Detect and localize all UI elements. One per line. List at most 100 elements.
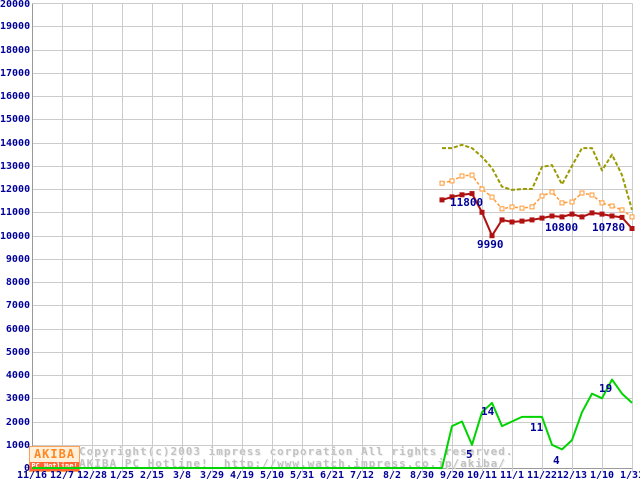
series-average-price-marker [599, 200, 605, 206]
chart-annotation: 5 [466, 448, 473, 461]
series-lowest-price-marker [449, 194, 455, 200]
series-lowest-price-marker [549, 213, 555, 219]
akiba-logo-title: AKIBA [33, 447, 76, 461]
series-average-price-marker [509, 204, 515, 210]
x-axis-label: 1/25 [109, 470, 135, 480]
series-average-price-marker [609, 203, 615, 209]
x-axis-label: 3/8 [172, 470, 192, 480]
y-axis-label: 16000 [0, 91, 31, 102]
series-average-price-marker [629, 214, 635, 220]
y-axis-label: 11000 [0, 207, 31, 219]
series-average-price-marker [459, 173, 465, 179]
series-average-price-marker [529, 204, 535, 210]
y-axis-label: 18000 [0, 44, 31, 56]
x-axis-label: 12/28 [76, 470, 108, 480]
series-highest-price-line [442, 143, 633, 211]
series-average-price-marker [469, 172, 475, 178]
series-average-price-marker [449, 178, 455, 184]
series-average-price-marker [519, 205, 525, 211]
copyright-line: Copyright(c)2003 impress corporation All… [79, 445, 514, 458]
series-lowest-price-marker [489, 233, 495, 239]
x-axis-label: 6/21 [319, 470, 345, 480]
y-axis-label: 9000 [5, 253, 30, 265]
x-axis-label: 12/13 [556, 470, 588, 480]
y-axis-label: 4000 [5, 370, 30, 381]
series-lowest-price-marker [519, 218, 525, 224]
y-axis-label: 17000 [0, 67, 31, 79]
series-shop-count-line [32, 378, 633, 469]
y-axis-label: 5000 [5, 346, 30, 358]
series-lowest-price-marker [529, 217, 535, 223]
x-axis-label: 1/31 [619, 470, 640, 480]
site-url-line: AKIBA PC Hotline! http://www.watch.impre… [79, 457, 506, 470]
y-axis-label: 1000 [5, 439, 30, 451]
series-average-price-marker [579, 190, 585, 196]
y-axis-label: 14000 [0, 137, 31, 149]
series-lowest-price-marker [559, 214, 565, 220]
series-average-price-marker [539, 193, 545, 199]
series-lowest-price-marker [599, 211, 605, 217]
chart-annotation: 11800 [450, 196, 484, 209]
x-axis-label: 11/22 [526, 470, 558, 480]
x-axis-label: 8/2 [382, 470, 402, 480]
series-lowest-price-marker [479, 209, 485, 215]
x-axis-label: 5/31 [289, 470, 315, 480]
x-axis-label: 2/15 [139, 470, 165, 480]
series-average-price-marker [569, 199, 575, 205]
chart-annotation: 11 [530, 421, 544, 434]
series-average-price-marker [499, 206, 505, 212]
y-axis-label: 7000 [5, 300, 30, 312]
x-axis-label: 8/30 [409, 470, 435, 480]
y-axis-label: 10000 [0, 230, 31, 242]
x-axis-label: 5/10 [259, 470, 285, 480]
x-axis-label: 1/10 [589, 470, 615, 480]
series-lowest-price-marker [499, 217, 505, 223]
y-axis-label: 20000 [0, 0, 31, 10]
y-axis-label: 12000 [0, 184, 31, 195]
series-lowest-price-marker [439, 197, 445, 203]
chart-annotation: 4 [553, 454, 560, 467]
chart-annotation: 14 [481, 405, 495, 418]
series-average-price-marker [489, 194, 495, 200]
series-lowest-price-marker [509, 219, 515, 225]
chart-annotation: 10780 [592, 221, 626, 234]
series-lowest-price-marker [619, 214, 625, 220]
x-axis-label: 10/11 [466, 470, 498, 480]
series-average-price-marker [439, 180, 445, 186]
y-axis-label: 15000 [0, 114, 31, 126]
x-axis-label: 11/16 [16, 470, 48, 480]
series-average-price-marker [559, 200, 565, 206]
x-axis-label: 11/1 [499, 470, 525, 480]
chart-annotation: 9990 [477, 238, 504, 251]
series-average-price-marker [619, 207, 625, 213]
y-axis-label: 6000 [5, 323, 30, 335]
y-axis-label: 19000 [0, 21, 31, 33]
x-axis-label: 4/19 [229, 470, 255, 480]
series-lowest-price-marker [629, 226, 635, 231]
akiba-logo-subtitle: PC Hotline! [30, 462, 79, 471]
series-lowest-price-marker [589, 210, 595, 216]
series-lowest-price-marker [579, 214, 585, 220]
x-axis-label: 9/20 [439, 470, 465, 480]
series-lowest-price-marker [469, 191, 475, 197]
chart-annotation: 10800 [545, 221, 579, 234]
series-lowest-price-marker [609, 213, 615, 219]
x-axis-label: 3/29 [199, 470, 225, 480]
series-average-price-marker [479, 186, 485, 192]
series-lowest-price-marker [459, 192, 465, 198]
y-axis-label: 8000 [5, 277, 30, 288]
y-axis-label: 2000 [5, 416, 30, 428]
y-axis-label: 3000 [5, 393, 30, 405]
x-axis-label: 12/7 [49, 470, 75, 480]
series-average-price-marker [589, 192, 595, 198]
x-axis-label: 7/12 [349, 470, 375, 480]
y-axis-label: 0 [23, 463, 30, 474]
chart-annotation: 19 [599, 382, 613, 395]
series-lowest-price-marker [569, 211, 575, 217]
series-lowest-price-marker [539, 215, 545, 221]
series-average-price-marker [549, 189, 555, 195]
y-axis-label: 13000 [0, 160, 31, 172]
